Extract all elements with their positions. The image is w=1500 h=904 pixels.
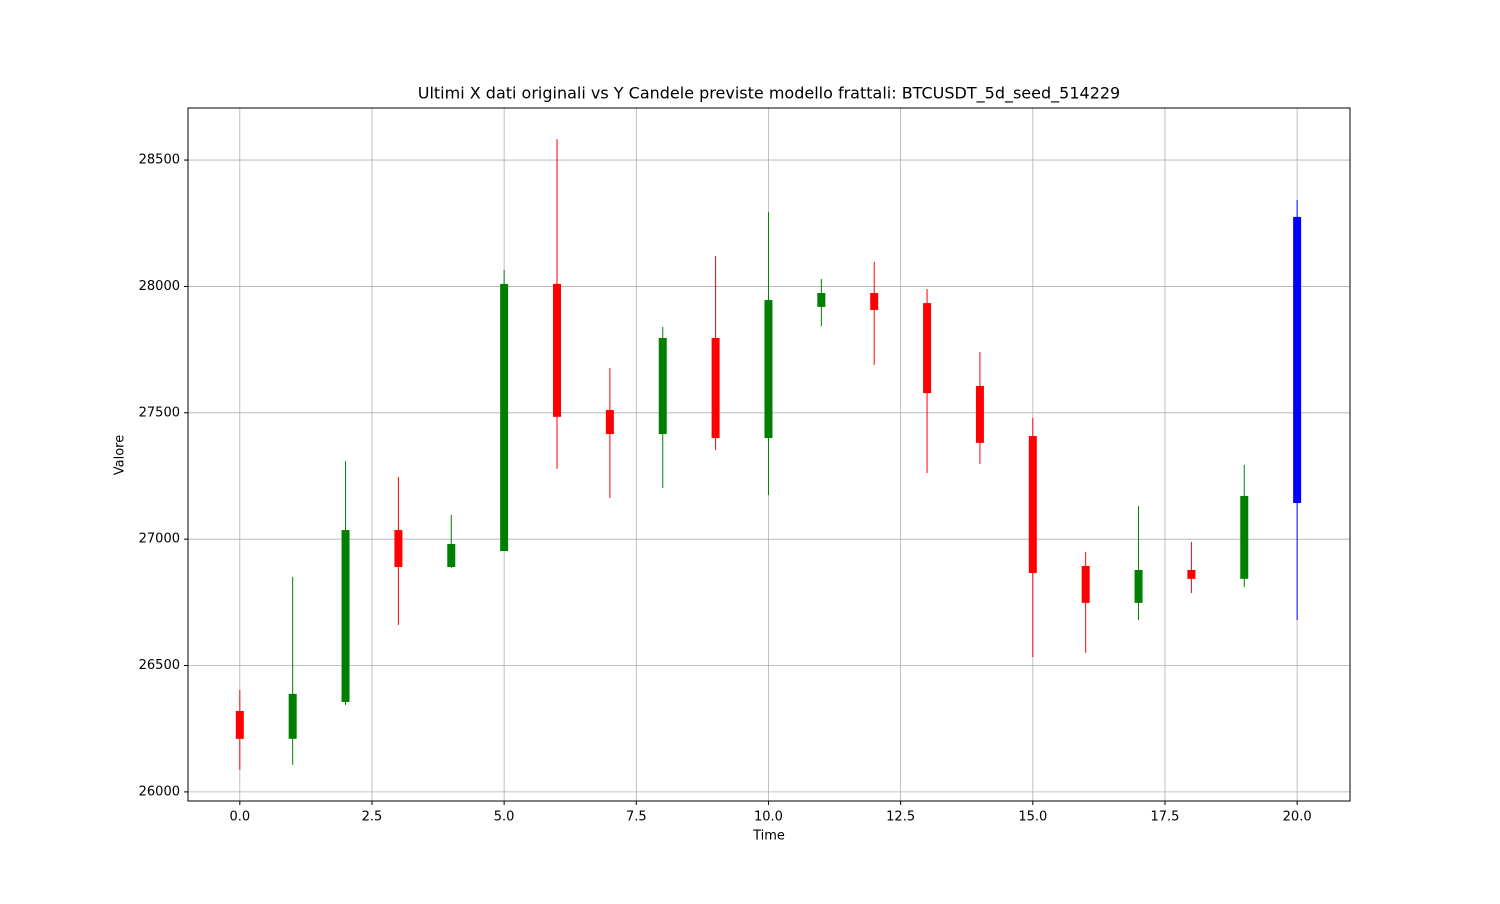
candle-body	[658, 337, 667, 435]
y-tick-label: 26000	[139, 784, 180, 799]
x-tick-label: 2.5	[362, 810, 383, 825]
candle-body	[1081, 565, 1090, 603]
candle-body	[235, 711, 244, 739]
candle-body	[1187, 570, 1196, 579]
candle-body	[1134, 570, 1143, 603]
candle-body	[1028, 436, 1037, 574]
y-tick-label: 27500	[139, 405, 180, 420]
chart-title: Ultimi X dati originali vs Y Candele pre…	[418, 84, 1120, 104]
candle-body	[711, 337, 720, 439]
candle-body	[764, 300, 773, 439]
candle-body	[975, 386, 984, 443]
x-tick-label: 17.5	[1150, 810, 1179, 825]
candle-body	[341, 530, 350, 702]
candle-body	[500, 283, 509, 552]
x-tick-label: 0.0	[229, 810, 250, 825]
candle-body	[447, 543, 456, 567]
candle-body	[1240, 495, 1249, 579]
y-tick-label: 27000	[139, 532, 180, 547]
y-tick-label: 26500	[139, 658, 180, 673]
x-tick-label: 5.0	[494, 810, 515, 825]
y-tick-label: 28000	[139, 279, 180, 294]
candle-body	[394, 530, 403, 567]
plot-frame	[187, 107, 1351, 802]
y-axis-label: Valore	[113, 435, 128, 475]
candle-body	[553, 283, 562, 417]
x-tick-label: 20.0	[1283, 810, 1312, 825]
x-tick-label: 12.5	[886, 810, 915, 825]
y-tick-label: 28500	[139, 153, 180, 168]
x-tick-label: 7.5	[626, 810, 647, 825]
candle-body	[288, 693, 297, 739]
candle-body	[817, 293, 826, 307]
x-axis-label: Time	[752, 829, 785, 844]
candle-body	[870, 293, 879, 310]
x-tick-label: 10.0	[754, 810, 783, 825]
candle-body	[923, 303, 932, 394]
candle-body	[605, 410, 614, 435]
candle-body	[1293, 216, 1302, 504]
x-tick-label: 15.0	[1018, 810, 1047, 825]
